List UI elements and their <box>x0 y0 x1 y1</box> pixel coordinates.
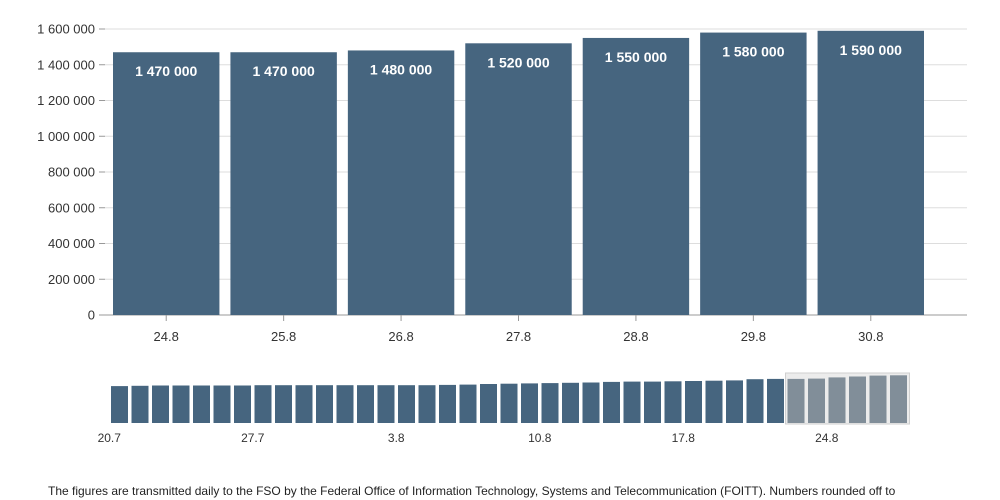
x-tick-label: 30.8 <box>858 329 883 344</box>
overview-tick-label: 20.7 <box>98 431 122 445</box>
overview-bar[interactable] <box>644 381 661 423</box>
y-tick-label: 1 400 000 <box>37 57 95 72</box>
x-tick-label: 26.8 <box>388 329 413 344</box>
overview-bar[interactable] <box>664 381 682 423</box>
bar[interactable] <box>465 43 572 316</box>
bar[interactable] <box>700 32 807 315</box>
y-tick-label: 400 000 <box>48 236 95 251</box>
overview-tick-label: 10.8 <box>528 431 552 445</box>
overview-bar[interactable] <box>213 385 231 424</box>
selection-window[interactable] <box>785 372 910 425</box>
overview-bar[interactable] <box>623 381 641 423</box>
overview-bar[interactable] <box>193 385 210 424</box>
bar[interactable] <box>347 50 455 315</box>
bar-value-label: 1 550 000 <box>605 49 667 65</box>
y-tick-label: 1 600 000 <box>37 22 95 37</box>
x-tick-label: 28.8 <box>623 329 648 344</box>
y-tick-label: 800 000 <box>48 165 95 180</box>
overview-tick-label: 27.7 <box>241 431 265 445</box>
x-tick-label: 24.8 <box>154 329 179 344</box>
overview-bar[interactable] <box>418 385 436 423</box>
overview-bar[interactable] <box>295 385 313 423</box>
overview-bar[interactable] <box>439 384 456 423</box>
overview-bar[interactable] <box>767 378 784 423</box>
overview-bar[interactable] <box>603 381 620 423</box>
overview-bar-selected[interactable] <box>787 378 805 423</box>
y-tick-label: 200 000 <box>48 272 95 287</box>
overview-bar-selected[interactable] <box>828 377 846 423</box>
overview-tick-label: 24.8 <box>815 431 839 445</box>
bar-value-label: 1 590 000 <box>840 42 902 58</box>
y-tick-label: 0 <box>88 308 95 323</box>
overview-bar[interactable] <box>541 383 559 423</box>
bar-value-label: 1 520 000 <box>487 54 549 70</box>
overview-bar[interactable] <box>275 385 292 423</box>
overview-tick-label: 17.8 <box>672 431 696 445</box>
overview-bar[interactable] <box>111 386 128 423</box>
overview-bar-selected[interactable] <box>869 375 887 423</box>
overview-bar[interactable] <box>152 385 169 424</box>
overview-bar[interactable] <box>398 385 415 423</box>
overview-bar[interactable] <box>377 385 395 423</box>
overview-bar[interactable] <box>131 385 149 423</box>
bar-value-label: 1 580 000 <box>722 44 784 60</box>
x-tick-label: 27.8 <box>506 329 531 344</box>
overview-bar[interactable] <box>582 382 600 424</box>
overview-bar-selected[interactable] <box>849 376 866 424</box>
overview-bar[interactable] <box>316 385 333 423</box>
overview-bar[interactable] <box>357 385 374 423</box>
bar-value-label: 1 470 000 <box>252 63 314 79</box>
overview-bar[interactable] <box>234 385 251 424</box>
overview-bar[interactable] <box>172 385 190 424</box>
overview-navigator-chart[interactable]: 20.7 27.7 3.8 10.8 17.8 24.8 <box>0 360 1000 455</box>
x-tick-label: 25.8 <box>271 329 296 344</box>
bar-value-label: 1 470 000 <box>135 63 197 79</box>
overview-bar[interactable] <box>562 382 579 423</box>
bar[interactable] <box>230 52 337 316</box>
main-bar-chart: 0 200 000 400 000 600 000 800 000 1 000 000 1 … <box>37 22 967 344</box>
overview-bar[interactable] <box>500 383 518 423</box>
y-tick-label: 1 200 000 <box>37 93 95 108</box>
bar[interactable] <box>582 37 690 315</box>
overview-bar[interactable] <box>254 385 272 423</box>
overview-bar[interactable] <box>705 380 723 423</box>
overview-bar[interactable] <box>521 383 538 423</box>
y-tick-label: 1 000 000 <box>37 129 95 144</box>
y-tick-label: 600 000 <box>48 200 95 215</box>
bar-value-label: 1 480 000 <box>370 61 432 77</box>
overview-tick-label: 3.8 <box>388 431 405 445</box>
bar[interactable] <box>113 52 220 316</box>
overview-bar[interactable] <box>480 384 497 423</box>
overview-bar-selected[interactable] <box>808 378 825 423</box>
overview-bar[interactable] <box>685 381 702 423</box>
overview-bar[interactable] <box>336 385 354 423</box>
x-tick-label: 29.8 <box>741 329 766 344</box>
footnote-text: The figures are transmitted daily to the… <box>48 484 896 498</box>
overview-bar-selected[interactable] <box>890 375 907 423</box>
overview-bar[interactable] <box>459 384 477 423</box>
overview-bar[interactable] <box>746 379 764 423</box>
bar[interactable] <box>817 30 924 315</box>
overview-bar[interactable] <box>726 380 743 423</box>
